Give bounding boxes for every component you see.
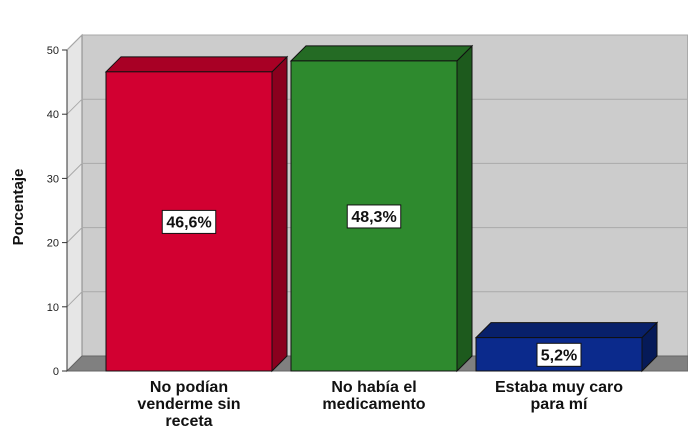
data-label-box — [161, 209, 217, 234]
bar: 46,6% — [104, 55, 289, 373]
x-tick-label: medicamento — [322, 396, 425, 413]
y-tick-label: 50 — [47, 45, 59, 57]
y-tick-label: 0 — [53, 366, 59, 378]
bar: 48,3% — [289, 44, 474, 373]
bar-top — [289, 45, 474, 62]
gridline — [66, 162, 688, 179]
bar-top — [474, 322, 659, 339]
bars: 46,6% 48,3% 5,2% — [104, 44, 659, 373]
x-tick-label: No podían — [150, 379, 228, 396]
gridline — [66, 291, 688, 308]
y-tick-label: 30 — [47, 173, 59, 185]
gridline — [66, 34, 688, 51]
bar-side — [456, 44, 473, 373]
gridline — [66, 98, 688, 115]
data-label-box — [346, 204, 402, 229]
y-tick-label: 40 — [47, 109, 59, 121]
x-tick-label: No había el — [331, 379, 416, 396]
bar-top — [104, 56, 289, 73]
gridline — [66, 227, 688, 243]
y-axis-label: Porcentaje — [10, 169, 27, 246]
y-tick-label: 20 — [47, 238, 59, 250]
bar: 5,2% — [474, 321, 659, 373]
plot-left-wall — [66, 33, 83, 373]
bar-side — [271, 55, 288, 373]
data-label: 46,6% — [166, 214, 211, 231]
y-axis: 0 10 20 30 40 50 — [47, 45, 68, 378]
y-tick-label: 10 — [47, 302, 59, 314]
x-tick-label: receta — [165, 413, 212, 430]
data-label: 48,3% — [351, 209, 396, 226]
data-label-box — [536, 342, 582, 367]
x-tick-label: venderme sin — [137, 396, 240, 413]
gridlines — [66, 34, 688, 308]
x-tick-label: Estaba muy caro — [495, 379, 623, 396]
data-label: 5,2% — [541, 347, 577, 364]
x-tick-label: para mí — [531, 396, 588, 413]
